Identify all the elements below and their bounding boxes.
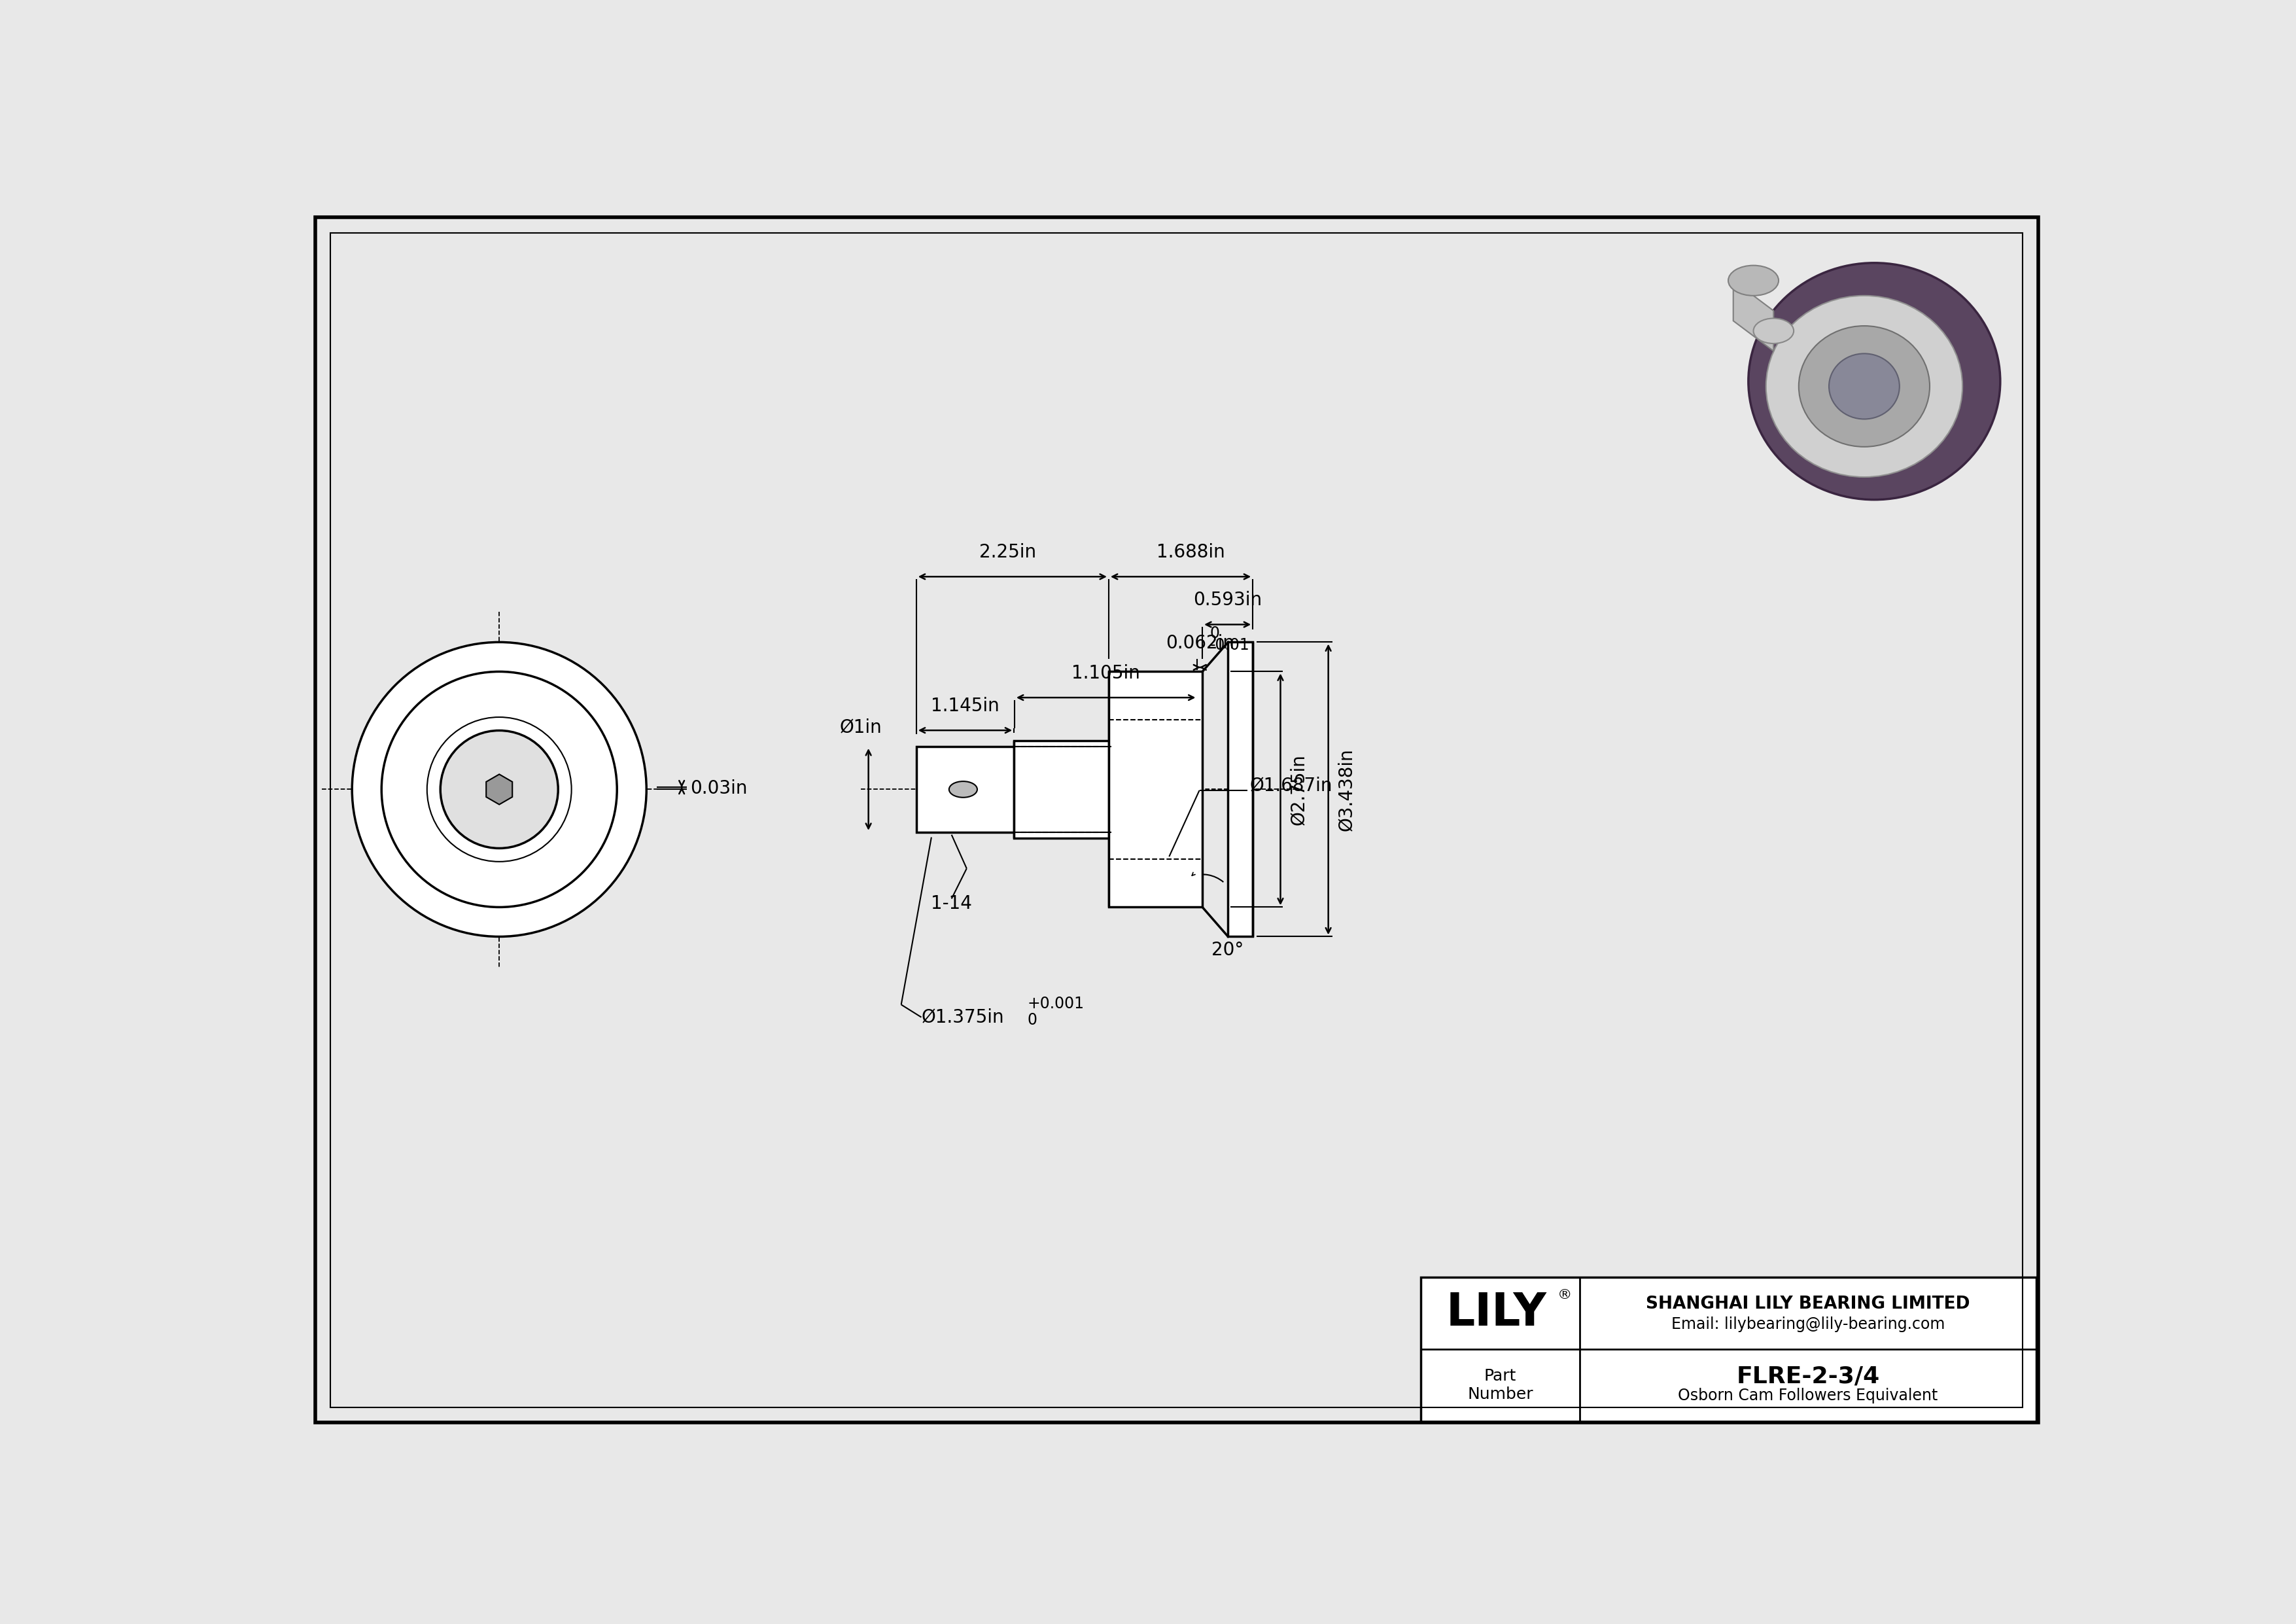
Bar: [1015, 741, 1109, 838]
Ellipse shape: [1830, 354, 1899, 419]
Text: 0.03in: 0.03in: [691, 780, 748, 797]
Text: +0.001: +0.001: [1026, 996, 1084, 1012]
Polygon shape: [487, 775, 512, 804]
Text: Email: lilybearing@lily-bearing.com: Email: lilybearing@lily-bearing.com: [1671, 1317, 1945, 1332]
Bar: [1228, 641, 1254, 937]
Text: FLRE-2-3/4: FLRE-2-3/4: [1736, 1366, 1880, 1387]
Text: Ø1.375in: Ø1.375in: [921, 1009, 1003, 1026]
Text: Ø2.75in: Ø2.75in: [1290, 754, 1309, 825]
Ellipse shape: [1766, 296, 1963, 477]
Circle shape: [351, 641, 647, 937]
Ellipse shape: [1798, 326, 1929, 447]
Text: -0.01: -0.01: [1210, 638, 1249, 653]
Bar: [916, 747, 1015, 831]
Bar: [1109, 672, 1203, 908]
Text: Osborn Cam Followers Equivalent: Osborn Cam Followers Equivalent: [1678, 1387, 1938, 1403]
Ellipse shape: [1747, 263, 2000, 500]
Ellipse shape: [1729, 265, 1779, 296]
Text: LILY: LILY: [1446, 1291, 1548, 1335]
Text: ®: ®: [1557, 1288, 1573, 1301]
Text: 20°: 20°: [1212, 940, 1244, 960]
Text: 0: 0: [1026, 1012, 1038, 1028]
Text: 1.105in: 1.105in: [1072, 664, 1141, 682]
Circle shape: [441, 731, 558, 848]
Text: Ø1.687in: Ø1.687in: [1249, 776, 1332, 794]
Ellipse shape: [1754, 318, 1793, 344]
Text: 0.062in: 0.062in: [1166, 633, 1235, 653]
Text: Part
Number: Part Number: [1467, 1369, 1534, 1403]
Text: 1.145in: 1.145in: [930, 697, 999, 715]
Text: Ø1in: Ø1in: [840, 718, 882, 737]
Text: SHANGHAI LILY BEARING LIMITED: SHANGHAI LILY BEARING LIMITED: [1646, 1296, 1970, 1312]
Text: 0.593in: 0.593in: [1194, 591, 1263, 609]
Text: 1.688in: 1.688in: [1157, 542, 1226, 562]
Text: 1-14: 1-14: [930, 895, 971, 913]
Text: 2.25in: 2.25in: [978, 542, 1035, 562]
Text: Ø3.438in: Ø3.438in: [1336, 749, 1355, 831]
Polygon shape: [1733, 281, 1773, 351]
Bar: [1421, 1276, 2037, 1421]
Text: 0: 0: [1210, 625, 1219, 641]
Ellipse shape: [948, 781, 978, 797]
